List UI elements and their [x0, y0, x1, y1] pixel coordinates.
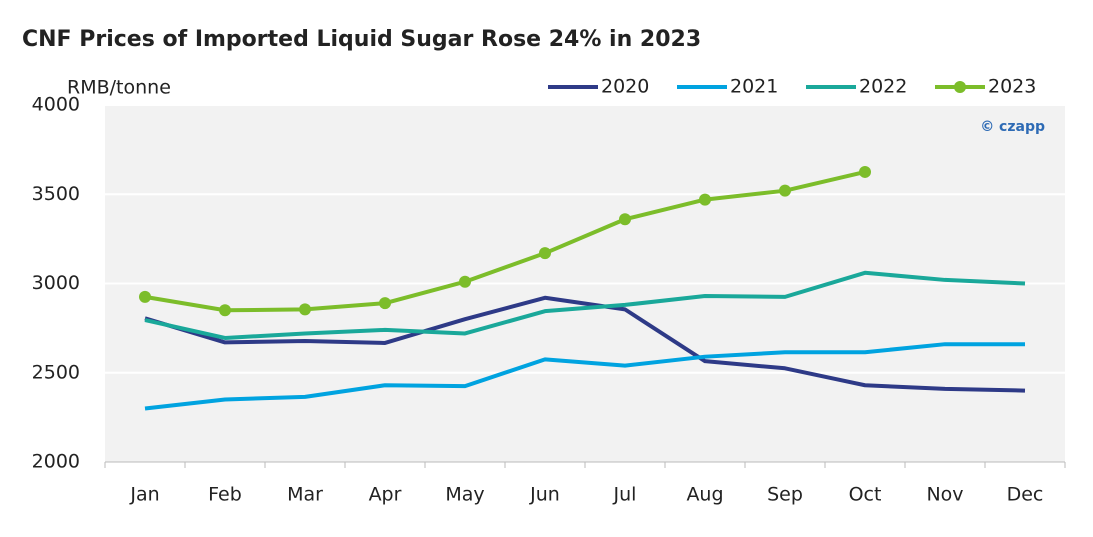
y-tick-label: 4000 — [32, 94, 80, 116]
data-point — [539, 247, 551, 260]
data-point — [699, 193, 711, 206]
data-point — [219, 304, 231, 317]
series-line — [144, 270, 1026, 340]
x-tick-label: May — [445, 484, 484, 506]
chart-title: CNF Prices of Imported Liquid Sugar Rose… — [22, 27, 701, 52]
x-tick-label: Nov — [926, 484, 963, 506]
data-point — [139, 290, 151, 303]
legend-marker — [954, 81, 966, 93]
y-tick-label: 2500 — [32, 361, 80, 383]
data-point — [379, 297, 391, 310]
legend-label: 2020 — [601, 76, 649, 98]
data-point — [459, 275, 471, 288]
x-tick-label: Oct — [849, 484, 882, 506]
x-tick-label: Feb — [208, 484, 242, 506]
data-point — [859, 165, 871, 178]
series-line — [144, 169, 866, 313]
data-point — [619, 213, 631, 226]
data-point — [779, 184, 791, 197]
legend-label: 2021 — [730, 76, 778, 98]
x-tick-label: Jun — [529, 484, 560, 506]
x-tick-label: Dec — [1007, 484, 1044, 506]
x-tick-label: Apr — [369, 484, 402, 506]
y-axis-label: RMB/tonne — [67, 77, 171, 99]
legend-label: 2022 — [859, 76, 907, 98]
data-point — [299, 303, 311, 316]
series-line — [144, 342, 1025, 411]
x-tick-label: Jan — [129, 484, 159, 506]
watermark: © czapp — [980, 119, 1045, 135]
y-tick-label: 3500 — [32, 183, 80, 205]
legend-label: 2023 — [988, 76, 1036, 98]
x-tick-label: Jul — [613, 484, 637, 506]
x-tick-label: Mar — [287, 484, 323, 506]
y-tick-label: 2000 — [32, 451, 80, 473]
y-tick-label: 3000 — [32, 272, 80, 294]
x-tick-label: Aug — [686, 484, 723, 506]
x-tick-label: Sep — [767, 484, 803, 506]
series-line — [144, 295, 1026, 393]
